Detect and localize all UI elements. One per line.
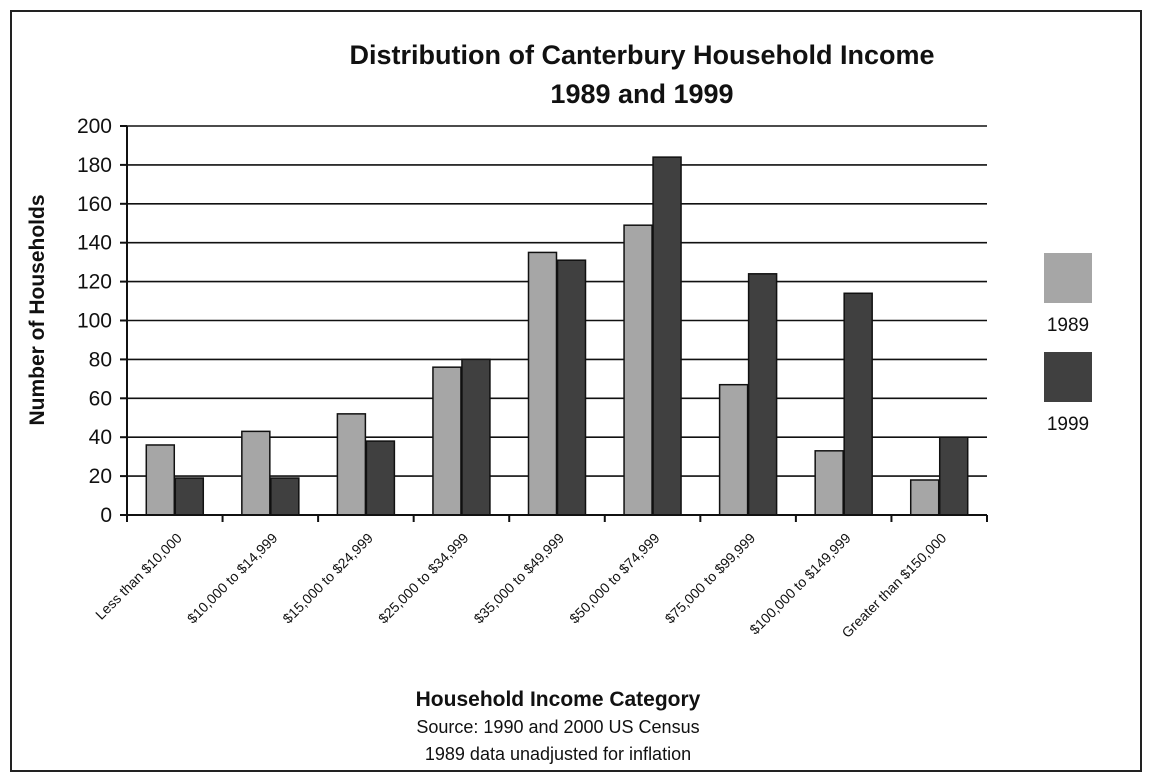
- inflation-note: 1989 data unadjusted for inflation: [425, 744, 691, 764]
- chart-title-line-1: Distribution of Canterbury Household Inc…: [349, 40, 934, 70]
- chart-title-line-2: 1989 and 1999: [550, 79, 733, 109]
- x-tick-label: $75,000 to $99,999: [662, 530, 759, 627]
- y-tick-label: 120: [77, 271, 112, 294]
- bar-1989: [336, 413, 367, 516]
- y-tick-label: 0: [100, 504, 112, 527]
- bar-1999: [365, 440, 396, 516]
- bar-1999: [174, 477, 205, 516]
- x-tick-label: $10,000 to $14,999: [184, 530, 281, 627]
- y-axis-label: Number of Households: [26, 194, 49, 425]
- bars: [145, 156, 969, 516]
- bar-1999: [270, 477, 300, 516]
- x-tick-label: Greater than $150,000: [838, 530, 949, 641]
- bar-1999: [652, 156, 682, 516]
- bar-1999: [747, 273, 778, 516]
- legend-label-1999: 1999: [1047, 414, 1089, 435]
- y-tick-label: 200: [77, 115, 112, 138]
- x-tick-label: $25,000 to $34,999: [375, 530, 472, 627]
- bar-1999: [938, 436, 969, 516]
- y-tick-labels: 0 20 40 60 80 100 120 140 160 180 200: [77, 115, 112, 527]
- y-tick-label: 80: [89, 348, 112, 371]
- x-tick-label: Less than $10,000: [92, 530, 185, 623]
- bar-1999: [556, 259, 587, 516]
- x-tick-label: $100,000 to $149,999: [746, 530, 854, 638]
- legend-swatch-1989: [1044, 253, 1092, 303]
- bar-1989: [623, 224, 653, 516]
- y-tick-label: 40: [89, 426, 112, 449]
- bar-1989: [241, 430, 271, 516]
- source-note: Source: 1990 and 2000 US Census: [416, 717, 699, 737]
- x-tick-label: $50,000 to $74,999: [566, 530, 663, 627]
- y-tick-label: 20: [89, 465, 112, 488]
- bar-1989: [718, 383, 749, 516]
- y-tick-label: 100: [77, 310, 112, 333]
- bar-1989: [432, 366, 462, 516]
- bar-1999: [843, 292, 873, 516]
- x-tick-label: $15,000 to $24,999: [279, 530, 376, 627]
- axes: [120, 125, 988, 522]
- x-tick-labels: Less than $10,000$10,000 to $14,999$15,0…: [92, 530, 949, 641]
- bar-1989: [145, 444, 176, 516]
- y-tick-label: 180: [77, 154, 112, 177]
- bar-1989: [527, 251, 558, 516]
- legend-label-1989: 1989: [1047, 315, 1089, 336]
- x-tick-label: $35,000 to $49,999: [470, 530, 567, 627]
- legend: 1989 1999: [1044, 253, 1092, 435]
- y-tick-label: 60: [89, 387, 112, 410]
- bar-1999: [461, 358, 491, 516]
- bar-1989: [814, 450, 844, 516]
- x-axis-label: Household Income Category: [416, 688, 701, 711]
- y-tick-label: 140: [77, 232, 112, 255]
- bar-1989: [909, 479, 940, 516]
- y-tick-label: 160: [77, 193, 112, 216]
- legend-swatch-1999: [1044, 352, 1092, 402]
